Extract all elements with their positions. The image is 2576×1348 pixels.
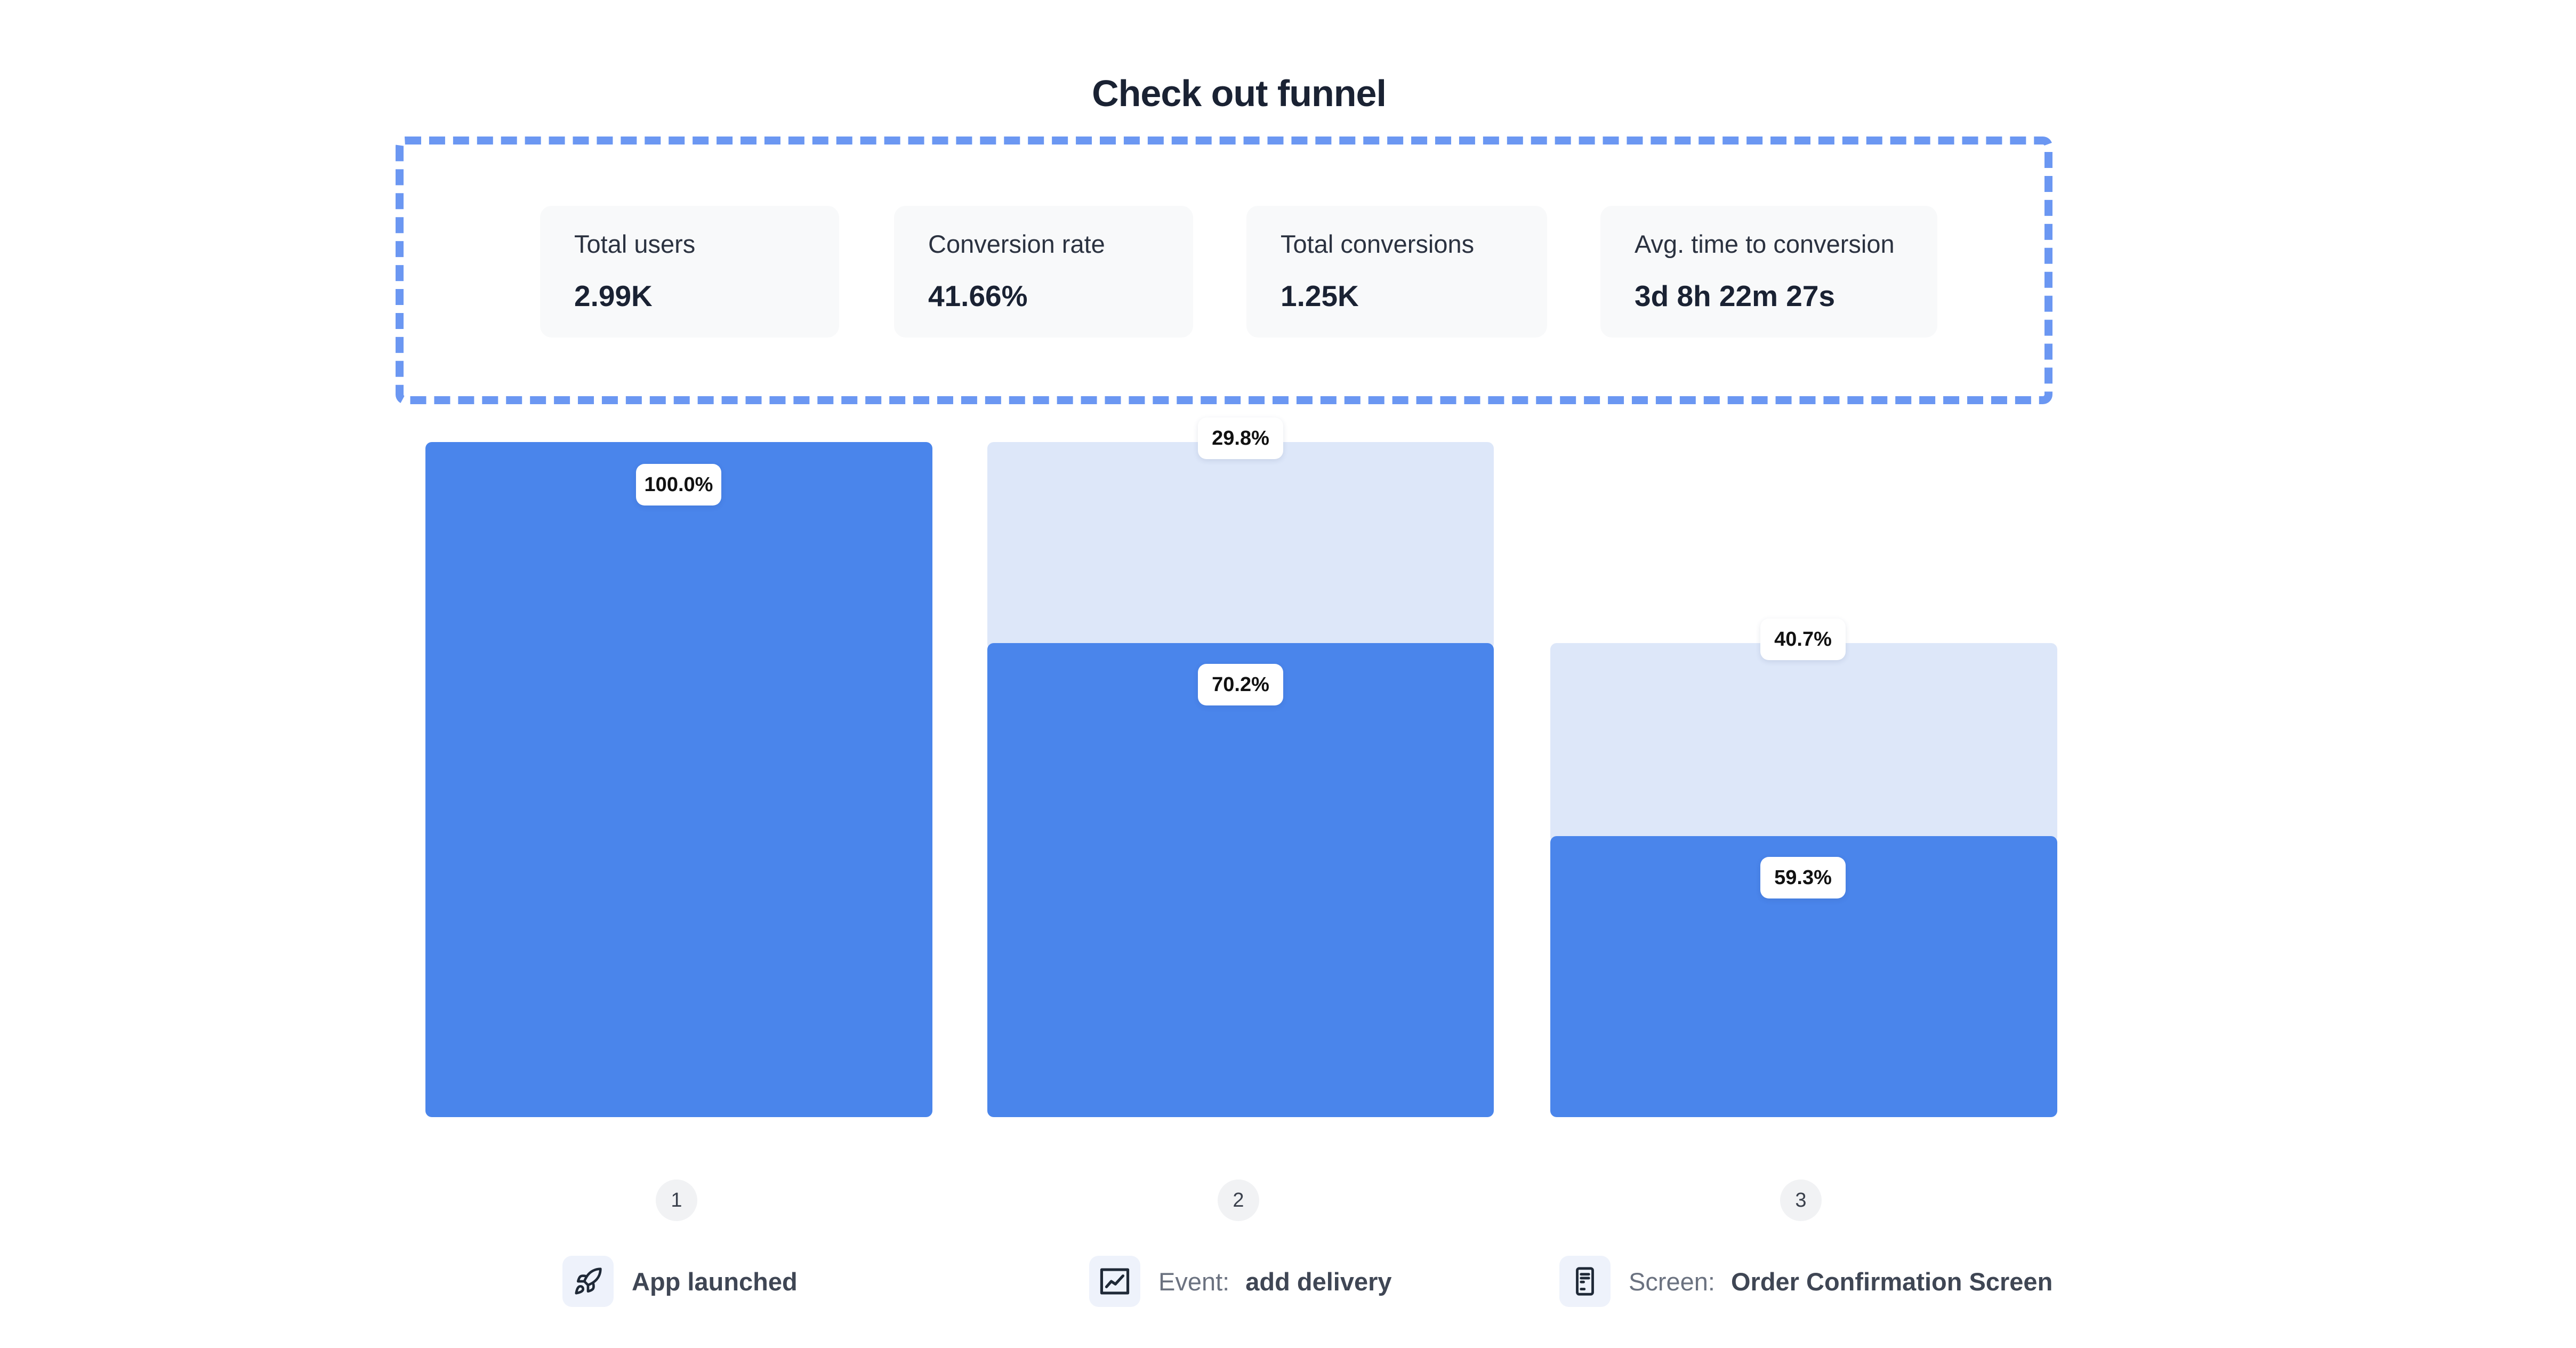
chart-title: Check out funnel (1092, 73, 1387, 114)
bar-dropoff-label: 29.8% (1198, 418, 1283, 459)
step-kind: Event: (1158, 1267, 1230, 1296)
stat-label: Conversion rate (928, 230, 1105, 258)
step-name: Order Confirmation Screen (1730, 1267, 2053, 1296)
stat-label: Total users (574, 230, 696, 258)
stat-card-total-users: Total users 2.99K (540, 206, 839, 338)
stat-card-total-conversions: Total conversions 1.25K (1246, 206, 1547, 338)
bar-value-label: 100.0% (636, 464, 721, 505)
step-number-3: 3 (1780, 1180, 1822, 1221)
stat-label: Avg. time to conversion (1635, 230, 1895, 258)
step-name: add delivery (1245, 1267, 1392, 1296)
funnel-bar-step-3-dropoff[interactable] (1550, 643, 2057, 843)
stat-value: 41.66% (928, 279, 1028, 312)
stat-card-avg-time: Avg. time to conversion 3d 8h 22m 27s (1600, 206, 1937, 338)
step-name: App launched (632, 1267, 798, 1296)
step-label-2[interactable]: Event: add delivery (1089, 1256, 1392, 1307)
funnel-bar-step-1-converted[interactable] (425, 442, 932, 1117)
stat-card-conversion-rate: Conversion rate 41.66% (894, 206, 1193, 338)
rocket-icon (562, 1256, 614, 1307)
stats-highlight-box (396, 137, 2052, 404)
step-label-1[interactable]: App launched (562, 1256, 798, 1307)
funnel-bar-step-2-converted[interactable] (987, 643, 1494, 1117)
step-number-2: 2 (1218, 1180, 1259, 1221)
funnel-bar-step-2-dropoff[interactable] (987, 442, 1494, 650)
stat-value: 1.25K (1281, 279, 1359, 312)
step-kind: Screen: (1629, 1267, 1715, 1296)
bar-value-label: 70.2% (1198, 664, 1283, 705)
chart-line-icon (1089, 1256, 1140, 1307)
step-number-1: 1 (656, 1180, 697, 1221)
stat-label: Total conversions (1281, 230, 1475, 258)
mobile-screen-icon (1559, 1256, 1611, 1307)
stat-value: 3d 8h 22m 27s (1635, 279, 1836, 312)
bar-dropoff-label: 40.7% (1760, 619, 1846, 660)
step-label-3[interactable]: Screen: Order Confirmation Screen (1559, 1256, 2052, 1307)
stat-value: 2.99K (574, 279, 653, 312)
bar-value-label: 59.3% (1760, 857, 1846, 898)
